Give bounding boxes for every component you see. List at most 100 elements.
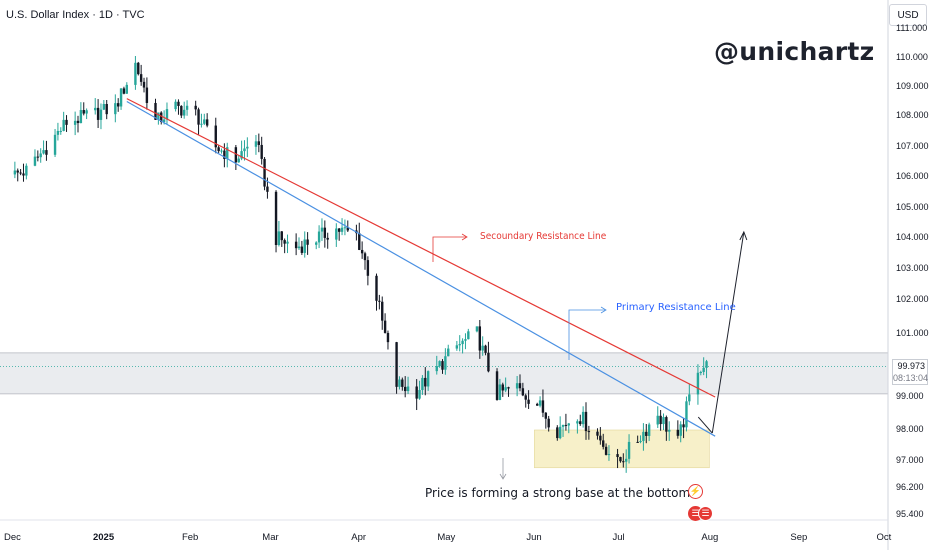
candle-body [125,84,128,94]
candle-body [326,237,329,240]
candle-body [320,227,324,232]
candle-body [183,109,186,116]
candle-body [685,401,688,428]
candle-body [79,110,83,124]
candle-body [36,156,40,158]
last-price-value: 99.973 [897,361,925,371]
candle-body [441,361,444,370]
candle-body [16,170,19,173]
candle-body [645,431,648,436]
last-price-tag: 99.973 08:13:04 [892,359,928,385]
candle-body [524,395,527,400]
candle-body [541,400,545,413]
candle-body [556,427,559,439]
lightning-event-icon[interactable]: ⚡ [688,484,703,499]
candle-body [418,390,421,399]
us-flag-event-icon[interactable]: ☰ [698,506,713,521]
candle-body [160,112,163,122]
candle-body [587,431,591,433]
candle-body [447,348,450,357]
candle-body [455,345,459,349]
candle-body [421,377,424,391]
candle-body [360,249,364,254]
candle-body [375,275,378,301]
candle-body [197,109,200,125]
price-tick-label: 104.000 [896,232,929,242]
resistance-band [0,352,888,394]
candle-body [346,227,349,231]
candle-body [85,110,88,114]
candle-body [444,356,447,370]
candle-body [33,156,37,166]
candle-body [561,424,565,427]
candle-body [257,141,261,145]
projection-arrow [711,231,745,434]
candle-body [263,158,266,187]
candle-body [366,260,370,276]
projection-arrowhead [739,230,748,241]
candle-body [495,371,499,400]
candle-body [662,417,665,425]
candle-body [105,103,108,115]
candle-body [475,326,479,332]
price-tick-label: 97.000 [896,455,924,465]
time-tick-label: Jun [526,532,542,543]
candle-body [639,440,642,443]
candle-body [283,240,286,244]
price-tick-label: 99.000 [896,391,924,401]
candle-body [599,435,602,441]
candle-body [478,326,482,351]
candle-body [234,147,238,163]
secondary-callout-head [461,233,468,241]
candle-body [406,386,410,392]
candle-body [317,231,321,243]
candle-body [424,377,427,387]
brand-watermark: @unichartz [714,37,875,66]
candle-body [521,388,525,396]
candle-body [665,417,668,432]
candle-body [62,119,65,131]
candle-body [622,461,625,463]
candle-body [134,62,137,85]
candle-body [274,191,278,246]
candle-body [217,147,220,152]
candle-body [154,102,157,120]
candle-body [507,387,510,389]
candle-body [381,301,384,321]
candle-body [403,386,407,392]
candle-body [668,429,671,432]
price-tick-label: 109.000 [896,81,929,91]
candle-body [467,331,470,340]
candle-body [94,107,97,111]
candle-body [504,387,507,391]
candle-body [481,345,484,351]
candle-body [702,367,705,372]
time-tick-label: Feb [181,532,199,543]
price-tick-label: 103.000 [896,263,929,273]
candle-body [240,151,243,159]
candle-body [682,424,685,428]
candle-body [260,144,263,159]
secondary-resistance-label: Secoundary Resistance Line [480,231,607,242]
candle-body [501,384,504,391]
candle-body [246,146,249,149]
candle-body [82,110,85,114]
candle-body [484,345,487,353]
base-note-label: Price is forming a strong base at the bo… [425,486,691,500]
candle-body [607,454,611,456]
candle-body [116,103,120,107]
candle-body [102,103,106,110]
currency-button[interactable]: USD [889,4,927,26]
time-tick-label: May [437,532,456,543]
candle-body [602,440,605,447]
candle-body [544,412,548,419]
candle-body [53,134,57,155]
candle-body [180,105,183,116]
primary-callout [568,309,605,360]
candle-body [567,423,570,426]
price-tick-label: 110.000 [896,52,928,62]
price-tick-label: 105.000 [896,202,929,212]
candle-body [59,130,62,132]
base-note-arrowhead [499,473,507,480]
